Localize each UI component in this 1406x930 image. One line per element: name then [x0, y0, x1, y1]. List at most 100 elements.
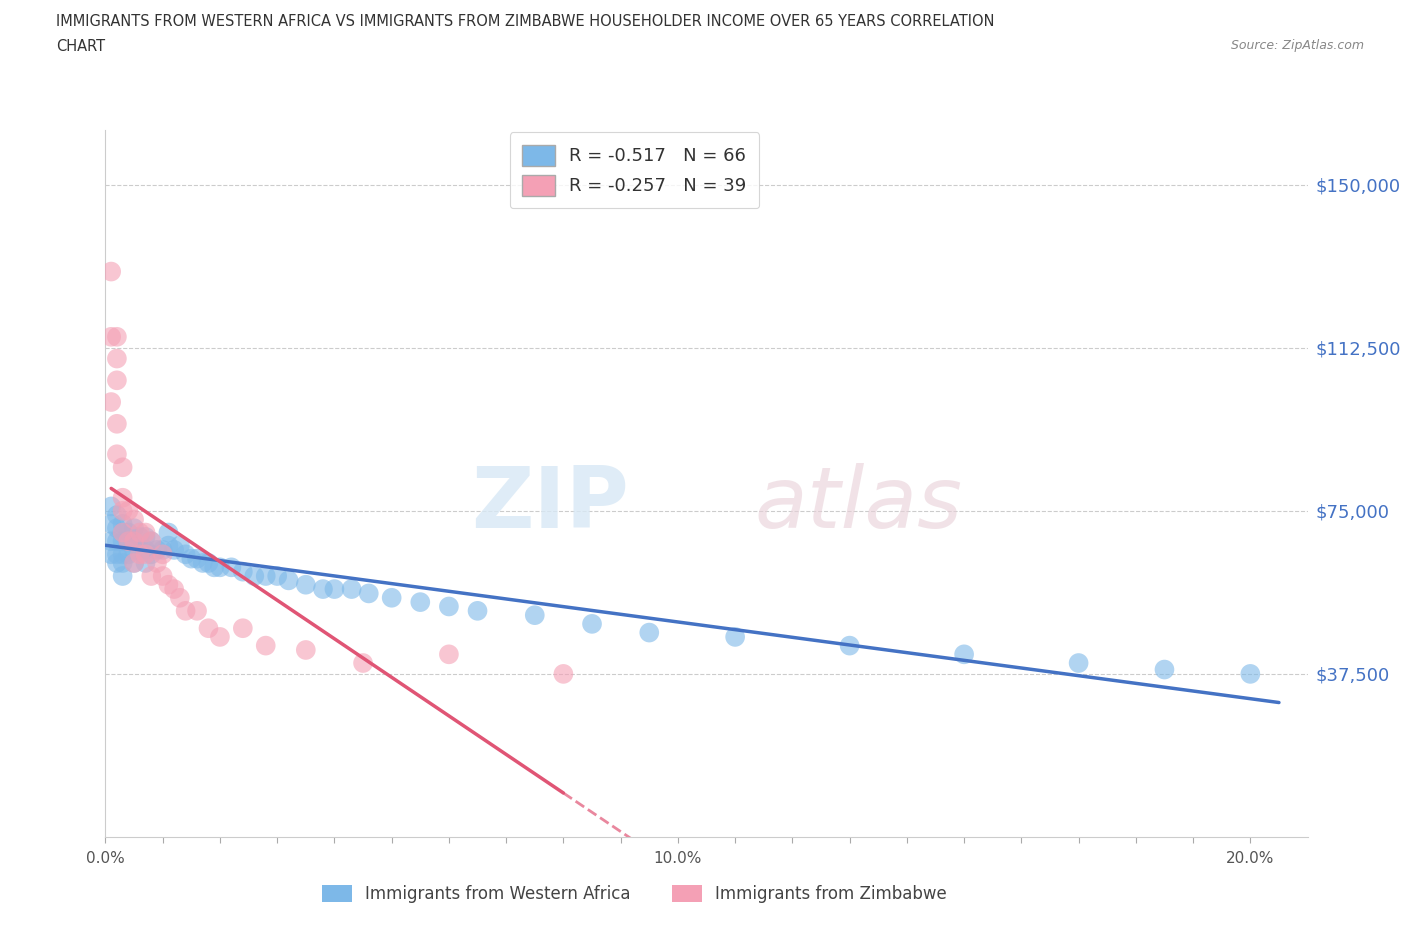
Point — [117, 534, 139, 549]
Point — [323, 581, 346, 596]
Text: IMMIGRANTS FROM WESTERN AFRICA VS IMMIGRANTS FROM ZIMBABWE HOUSEHOLDER INCOME OV: IMMIGRANTS FROM WESTERN AFRICA VS IMMIGR… — [56, 14, 994, 29]
Point — [122, 542, 145, 557]
Point — [122, 534, 145, 549]
Point — [117, 525, 139, 540]
Point — [838, 638, 860, 653]
Point — [174, 604, 197, 618]
Point — [295, 643, 318, 658]
Point — [135, 529, 157, 544]
Point — [157, 578, 180, 592]
Point — [467, 604, 489, 618]
Point — [122, 555, 145, 570]
Text: atlas: atlas — [755, 463, 963, 546]
Legend: Immigrants from Western Africa, Immigrants from Zimbabwe: Immigrants from Western Africa, Immigran… — [315, 879, 953, 910]
Point — [437, 599, 460, 614]
Point — [197, 555, 219, 570]
Point — [111, 525, 134, 540]
Point — [174, 547, 197, 562]
Point — [152, 542, 174, 557]
Point — [1067, 656, 1090, 671]
Point — [197, 621, 219, 636]
Point — [135, 525, 157, 540]
Point — [122, 512, 145, 527]
Point — [128, 525, 150, 540]
Point — [100, 394, 122, 409]
Text: CHART: CHART — [56, 39, 105, 54]
Point — [146, 555, 169, 570]
Point — [117, 534, 139, 549]
Point — [117, 503, 139, 518]
Point — [724, 630, 747, 644]
Point — [111, 459, 134, 474]
Point — [254, 568, 277, 583]
Point — [105, 534, 128, 549]
Point — [128, 547, 150, 562]
Point — [105, 508, 128, 523]
Point — [208, 630, 231, 644]
Point — [111, 534, 134, 549]
Point — [357, 586, 380, 601]
Point — [254, 638, 277, 653]
Point — [221, 560, 243, 575]
Point — [157, 525, 180, 540]
Point — [409, 594, 432, 609]
Point — [105, 373, 128, 388]
Point — [523, 607, 546, 622]
Point — [135, 555, 157, 570]
Point — [191, 555, 214, 570]
Point — [100, 499, 122, 514]
Point — [1239, 667, 1261, 682]
Point — [105, 352, 128, 366]
Point — [169, 538, 191, 553]
Point — [169, 591, 191, 605]
Point — [128, 542, 150, 557]
Point — [128, 529, 150, 544]
Point — [100, 547, 122, 562]
Point — [352, 656, 374, 671]
Point — [232, 621, 254, 636]
Point — [111, 490, 134, 505]
Point — [100, 264, 122, 279]
Point — [122, 534, 145, 549]
Point — [141, 534, 163, 549]
Point — [117, 547, 139, 562]
Point — [122, 521, 145, 536]
Point — [105, 555, 128, 570]
Point — [157, 538, 180, 553]
Point — [277, 573, 299, 588]
Point — [100, 329, 122, 344]
Point — [163, 542, 186, 557]
Point — [186, 551, 208, 566]
Text: Source: ZipAtlas.com: Source: ZipAtlas.com — [1230, 39, 1364, 52]
Point — [105, 329, 128, 344]
Point — [581, 617, 603, 631]
Point — [180, 551, 202, 566]
Point — [100, 534, 122, 549]
Point — [340, 581, 363, 596]
Point — [638, 625, 661, 640]
Point — [381, 591, 404, 605]
Point — [295, 578, 318, 592]
Point — [122, 555, 145, 570]
Point — [208, 560, 231, 575]
Point — [105, 446, 128, 461]
Point — [1153, 662, 1175, 677]
Point — [232, 565, 254, 579]
Point — [312, 581, 335, 596]
Point — [266, 568, 288, 583]
Point — [163, 581, 186, 596]
Point — [437, 647, 460, 662]
Point — [111, 525, 134, 540]
Point — [111, 503, 134, 518]
Point — [135, 542, 157, 557]
Point — [111, 547, 134, 562]
Point — [152, 547, 174, 562]
Point — [135, 547, 157, 562]
Point — [953, 647, 976, 662]
Point — [105, 521, 128, 536]
Point — [111, 568, 134, 583]
Point — [243, 568, 266, 583]
Point — [152, 568, 174, 583]
Point — [186, 604, 208, 618]
Point — [111, 555, 134, 570]
